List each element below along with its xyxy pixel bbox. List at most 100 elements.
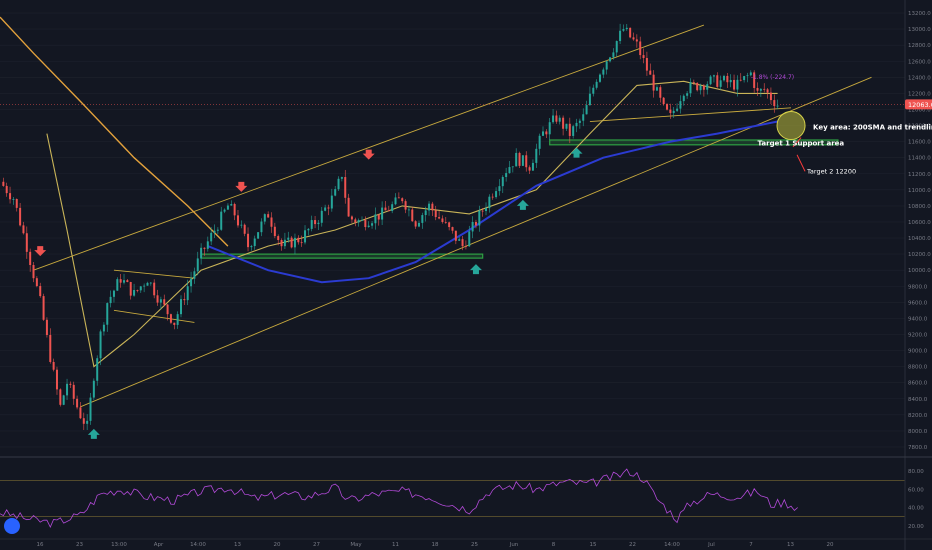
chart-grid	[0, 12, 905, 448]
candle-body	[216, 229, 219, 231]
candle-body	[143, 285, 146, 287]
candle-body	[32, 265, 35, 279]
candle-body	[639, 41, 642, 56]
candle-body	[283, 239, 286, 247]
candle-body	[29, 251, 32, 266]
target2-pointer	[796, 154, 806, 172]
candle-body	[548, 122, 551, 135]
candle-body	[609, 57, 612, 62]
candle-body	[99, 331, 102, 359]
candle-body	[347, 197, 350, 217]
candle-body	[464, 246, 467, 247]
candle-body	[330, 195, 333, 209]
candle-body	[635, 39, 638, 42]
candle-body	[682, 95, 685, 102]
candle-body	[377, 214, 380, 220]
candle-body	[220, 211, 223, 230]
tradingview-logo-icon[interactable]	[4, 518, 20, 534]
candle-body	[763, 88, 766, 90]
candle-body	[471, 221, 474, 232]
rsi-tick-label: 80.00	[908, 469, 924, 475]
candle-body	[35, 278, 38, 287]
candle-body	[407, 209, 410, 211]
price-tick-label: 11800.0	[908, 124, 931, 130]
candle-body	[19, 207, 22, 226]
price-tick-label: 11600.0	[908, 140, 931, 146]
sma-mid-line	[0, 16, 229, 247]
candle-body	[76, 398, 79, 408]
candle-body	[247, 233, 250, 248]
trendline	[589, 107, 792, 122]
candle-body	[428, 203, 431, 211]
candle-body	[438, 217, 441, 219]
candle-body	[86, 420, 89, 424]
time-tick-label: 7	[749, 542, 753, 548]
time-tick-label: Jul	[707, 542, 715, 548]
rsi-tick-label: 40.00	[908, 506, 924, 512]
price-tick-label: 13200.0	[908, 11, 931, 17]
time-tick-label: 14:00	[664, 542, 680, 548]
candle-body	[55, 369, 58, 390]
candle-body	[22, 225, 25, 234]
candle-body	[213, 230, 216, 233]
candle-body	[310, 220, 313, 229]
candle-body	[625, 27, 628, 30]
candle-body	[324, 207, 327, 211]
price-tick-label: 12400.0	[908, 75, 931, 81]
candle-body	[598, 74, 601, 82]
candle-body	[729, 79, 732, 83]
candle-body	[25, 233, 28, 252]
trendline	[113, 309, 195, 323]
key-area-circle	[776, 111, 806, 141]
time-tick-label: 15	[590, 542, 597, 548]
candle-body	[223, 209, 226, 212]
candle-body	[555, 115, 558, 122]
candle-body	[542, 131, 544, 136]
candle-body	[411, 209, 414, 222]
price-tick-label: 10000.0	[908, 268, 931, 274]
time-tick-label: 14:00	[190, 542, 206, 548]
candle-body	[689, 82, 692, 94]
time-tick-label: 22	[629, 542, 636, 548]
candle-body	[622, 29, 625, 31]
time-tick-label: 20	[827, 542, 834, 548]
candle-body	[404, 201, 407, 210]
candle-body	[200, 247, 203, 259]
candle-body	[679, 101, 682, 109]
target1-pointer	[792, 137, 802, 148]
current-price-label: 12063.0	[908, 101, 932, 109]
candle-body	[565, 123, 568, 129]
candle-body	[273, 226, 276, 237]
price-tick-label: 10200.0	[908, 252, 931, 258]
candle-body	[176, 314, 179, 325]
candle-body	[180, 299, 182, 315]
candle-body	[585, 105, 588, 115]
price-tick-label: 8600.0	[908, 381, 928, 387]
candle-body	[485, 208, 488, 212]
candle-body	[572, 126, 575, 136]
candle-body	[686, 93, 689, 96]
candle-body	[293, 237, 296, 248]
price-tick-label: 11400.0	[908, 156, 931, 162]
candle-body	[72, 384, 75, 399]
candle-body	[612, 52, 615, 58]
candle-body	[669, 109, 672, 114]
candle-body	[615, 41, 618, 53]
candle-body	[116, 279, 119, 291]
moving-averages	[0, 16, 778, 368]
candle-body	[712, 75, 715, 77]
candle-body	[441, 218, 444, 223]
time-tick-label: 11	[392, 542, 399, 548]
candle-body	[431, 203, 434, 211]
candle-body	[230, 204, 233, 206]
candle-body	[314, 220, 317, 225]
candle-body	[766, 89, 769, 93]
candle-body	[320, 210, 323, 223]
candle-body	[133, 290, 136, 296]
candle-body	[736, 79, 739, 90]
candle-body	[716, 75, 719, 87]
candle-body	[166, 304, 169, 315]
candle-body	[401, 198, 404, 202]
time-tick-label: 25	[471, 542, 478, 548]
